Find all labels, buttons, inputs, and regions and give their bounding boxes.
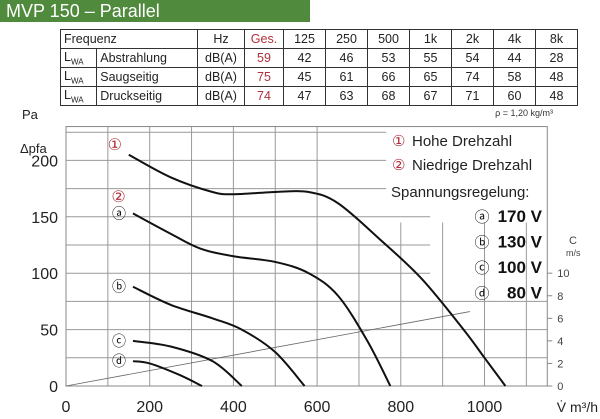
y2-tick-label: 10 bbox=[557, 268, 569, 280]
value-cell: 68 bbox=[367, 86, 410, 106]
y-tick-label: 100 bbox=[31, 266, 58, 283]
fan-curve-80V bbox=[132, 360, 203, 387]
y2-tick-label: 6 bbox=[557, 313, 563, 325]
y-tick-label: 200 bbox=[31, 153, 58, 170]
header-cell: 500 bbox=[367, 29, 410, 49]
y2-tick-label: 4 bbox=[557, 336, 563, 348]
curve-marker: ⓑ bbox=[112, 279, 126, 295]
fan-curve-1 bbox=[128, 153, 507, 387]
x-tick-label: 0 bbox=[62, 399, 71, 416]
x-tick-label: 1000 bbox=[467, 399, 503, 416]
x-tick-label: 600 bbox=[304, 399, 331, 416]
legend-label: Hohe Drehzahl bbox=[412, 133, 512, 150]
y2-axis-label: C bbox=[569, 235, 577, 247]
legend-label: 170 V bbox=[498, 207, 543, 226]
y2-tick-label: 8 bbox=[557, 291, 563, 303]
y-axis-unit: Pa bbox=[22, 107, 39, 122]
table-row: LWA Saugseitig dB(A) 75 45 61 66 65 74 58 48 bbox=[59, 67, 578, 87]
y-axis-label: Δpfa bbox=[20, 141, 48, 156]
fan-curve-170V bbox=[132, 212, 392, 387]
y-tick-label: 150 bbox=[31, 210, 58, 227]
legend-mark: ⓑ bbox=[474, 235, 489, 252]
legend-label: 100 V bbox=[498, 258, 543, 277]
chart-title: MVP 150 – Parallel bbox=[0, 0, 310, 22]
density-note: ρ = 1,20 kg/m³ bbox=[495, 108, 553, 118]
y2-tick-label: 2 bbox=[557, 358, 563, 370]
legend-mark: ⓒ bbox=[474, 260, 489, 277]
fan-curve-130V bbox=[132, 285, 306, 387]
x-tick-label: 400 bbox=[220, 399, 247, 416]
curve-marker: ⓒ bbox=[112, 333, 126, 349]
legend-heading: Spannungsregelung: bbox=[391, 184, 529, 201]
value-cell: 60 bbox=[493, 86, 536, 106]
y-tick-label: 0 bbox=[49, 379, 58, 396]
legend-label: Niedrige Drehzahl bbox=[412, 157, 532, 174]
unit-cell: dB(A) bbox=[197, 86, 245, 106]
row-label: Abstrahlung bbox=[96, 48, 198, 68]
x-axis-label: V̇ m³/h bbox=[557, 399, 598, 415]
value-cell: 54 bbox=[451, 48, 494, 68]
fan-curve-100V bbox=[132, 339, 243, 387]
value-cell: 74 bbox=[244, 86, 284, 106]
row-label: Druckseitig bbox=[96, 86, 198, 106]
header-cell: 8k bbox=[535, 29, 578, 49]
y-tick-label: 50 bbox=[40, 323, 58, 340]
legend-mark: ⓓ bbox=[474, 286, 489, 303]
legend-mark: ② bbox=[392, 157, 405, 174]
curve-marker: ① bbox=[108, 137, 122, 154]
value-cell: 75 bbox=[244, 67, 284, 87]
curve-marker: ⓐ bbox=[112, 205, 126, 221]
x-tick-label: 200 bbox=[136, 399, 163, 416]
value-cell: 63 bbox=[325, 86, 368, 106]
legend-label: 130 V bbox=[498, 233, 543, 252]
value-cell: 67 bbox=[409, 86, 452, 106]
curve-marker: ⓓ bbox=[112, 353, 126, 369]
value-cell: 28 bbox=[535, 48, 578, 68]
row-label: Saugseitig bbox=[96, 67, 198, 87]
y2-axis-unit: m/s bbox=[566, 248, 581, 258]
sound-table: Frequenz Hz Ges. 125 250 500 1k 2k 4k 8k… bbox=[59, 29, 578, 106]
velocity-line bbox=[65, 311, 470, 387]
x-tick-label: 800 bbox=[387, 399, 414, 416]
legend-label: 80 V bbox=[507, 284, 543, 303]
plot-frame bbox=[65, 126, 548, 387]
legend-mark: ① bbox=[392, 133, 405, 150]
table-row: LWA Druckseitig dB(A) 74 47 63 68 67 71 60 48 bbox=[59, 86, 578, 106]
legend-mark: ⓐ bbox=[474, 209, 489, 226]
y2-tick-label: 0 bbox=[557, 381, 563, 393]
lwa-cell: LWA bbox=[59, 86, 98, 106]
value-cell: 48 bbox=[535, 86, 578, 106]
curve-marker: ② bbox=[111, 189, 125, 206]
table-row: LWA Abstrahlung dB(A) 59 42 46 53 55 54 44 28 bbox=[59, 48, 578, 68]
